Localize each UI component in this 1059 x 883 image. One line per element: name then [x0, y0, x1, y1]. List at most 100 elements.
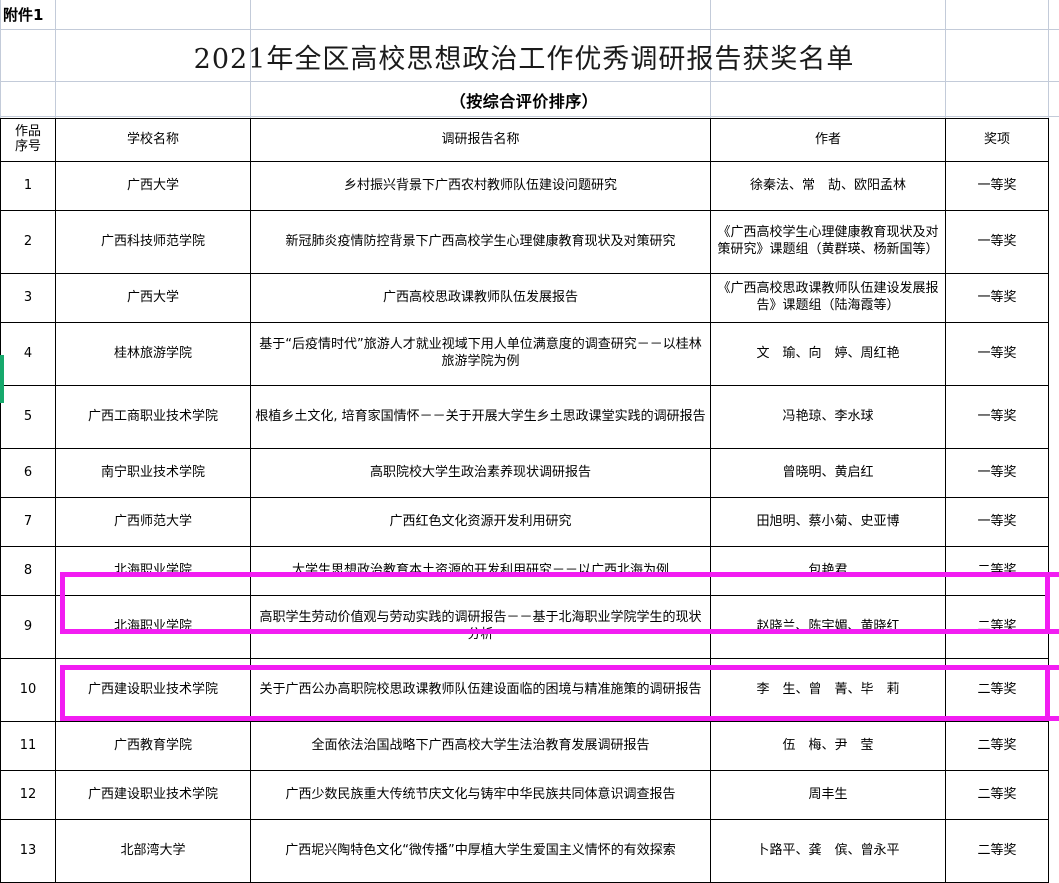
highlight-edge-row-12-top — [1045, 665, 1059, 670]
highlight-edge-row-12-bottom — [1045, 716, 1059, 721]
cell-report: 新冠肺炎疫情防控背景下广西高校学生心理健康教育现状及对策研究 — [250, 210, 711, 274]
active-cell-accent — [0, 355, 4, 403]
cell-no: 10 — [0, 658, 56, 722]
cell-author: 李 生、曾 菁、毕 莉 — [710, 658, 946, 722]
cell-school: 广西建设职业技术学院 — [55, 770, 251, 820]
cell-no: 8 — [0, 546, 56, 596]
cell-author: 冯艳琼、李水球 — [710, 385, 946, 449]
cell-report: 广西红色文化资源开发利用研究 — [250, 497, 711, 547]
cell-award: 一等奖 — [945, 161, 1049, 211]
cell-school: 北海职业学院 — [55, 546, 251, 596]
table-row: 13 北部湾大学 广西坭兴陶特色文化“微传播”中厚植大学生爱国主义情怀的有效探索 卜路… — [0, 819, 1049, 883]
cell-school: 广西工商职业技术学院 — [55, 385, 251, 449]
cell-no: 1 — [0, 161, 56, 211]
cell-no: 6 — [0, 448, 56, 498]
cell-no: 4 — [0, 322, 56, 386]
cell-no: 12 — [0, 770, 56, 820]
cell-no: 11 — [0, 721, 56, 771]
column-header-no-line1: 作品 — [14, 124, 41, 140]
award-list-table: 作品 序号 学校名称 调研报告名称 作者 奖项 1 广西大学 乡村振兴背景下广西农村… — [0, 118, 1049, 883]
table-row: 10 广西建设职业技术学院 关于广西公办高职院校思政课教师队伍建设面临的困境与精准施… — [0, 658, 1049, 722]
page-title: 2021年全区高校思想政治工作优秀调研报告获奖名单 — [193, 43, 855, 75]
table-row: 1 广西大学 乡村振兴背景下广西农村教师队伍建设问题研究 徐秦法、常 劼、欧阳孟林 一等… — [0, 161, 1049, 211]
cell-award: 一等奖 — [945, 210, 1049, 274]
cell-award: 二等奖 — [945, 819, 1049, 883]
cell-author: 文 瑜、向 婷、周红艳 — [710, 322, 946, 386]
cell-no: 9 — [0, 595, 56, 659]
cell-school: 桂林旅游学院 — [55, 322, 251, 386]
page-subtitle: （按综合评价排序） — [449, 91, 599, 111]
cell-author: 伍 梅、尹 莹 — [710, 721, 946, 771]
table-row: 11 广西教育学院 全面依法治国战略下广西高校大学生法治教育发展调研报告伍 梅、尹 … — [0, 721, 1049, 771]
cell-award: 一等奖 — [945, 385, 1049, 449]
cell-school: 南宁职业技术学院 — [55, 448, 251, 498]
column-header-award: 奖项 — [945, 118, 1049, 162]
highlight-edge-row-10-bottom — [1045, 629, 1059, 634]
cell-award: 二等奖 — [945, 721, 1049, 771]
cell-award: 二等奖 — [945, 658, 1049, 722]
cell-award: 一等奖 — [945, 497, 1049, 547]
gridline-horizontal — [0, 116, 1059, 117]
column-header-author: 作者 — [710, 118, 946, 162]
column-header-report: 调研报告名称 — [250, 118, 711, 162]
cell-school: 广西大学 — [55, 273, 251, 323]
table-header-row: 作品 序号 学校名称 调研报告名称 作者 奖项 — [0, 118, 1049, 162]
cell-author: 徐秦法、常 劼、欧阳孟林 — [710, 161, 946, 211]
cell-award: 二等奖 — [945, 546, 1049, 596]
cell-no: 5 — [0, 385, 56, 449]
cell-author: 田旭明、蔡小菊、史亚博 — [710, 497, 946, 547]
cell-no: 13 — [0, 819, 56, 883]
table-row: 3 广西大学 广西高校思政课教师队伍发展报告 《广西高校思政课教师队伍建设发展报告》课… — [0, 273, 1049, 323]
cell-report: 乡村振兴背景下广西农村教师队伍建设问题研究 — [250, 161, 711, 211]
attachment-label: 附件1 — [3, 5, 44, 24]
cell-award: 一等奖 — [945, 322, 1049, 386]
cell-report: 高职学生劳动价值观与劳动实践的调研报告－－基于北海职业学院学生的现状分析 — [250, 595, 711, 659]
cell-report: 高职院校大学生政治素养现状调研报告 — [250, 448, 711, 498]
cell-no: 3 — [0, 273, 56, 323]
cell-report: 根植乡土文化, 培育家国情怀－－关于开展大学生乡土思政课堂实践的调研报告 — [250, 385, 711, 449]
table-row: 4 桂林旅游学院 基于“后疫情时代”旅游人才就业视域下用人单位满意度的调查研究－－以… — [0, 322, 1049, 386]
cell-report: 全面依法治国战略下广西高校大学生法治教育发展调研报告 — [250, 721, 711, 771]
gridline-horizontal — [0, 29, 1059, 30]
cell-award: 一等奖 — [945, 448, 1049, 498]
cell-author: 《广西高校学生心理健康教育现状及对策研究》课题组（黄群瑛、杨新国等） — [710, 210, 946, 274]
cell-report: 大学生思想政治教育本土资源的开发利用研究－－以广西北海为例 — [250, 546, 711, 596]
table-row: 8 北海职业学院 大学生思想政治教育本土资源的开发利用研究－－以广西北海为例 包艳君二… — [0, 546, 1049, 596]
cell-school: 北部湾大学 — [55, 819, 251, 883]
cell-award: 二等奖 — [945, 770, 1049, 820]
column-header-no-line2: 序号 — [14, 139, 41, 154]
cell-author: 包艳君 — [710, 546, 946, 596]
cell-school: 北海职业学院 — [55, 595, 251, 659]
column-header-no: 作品 序号 — [0, 118, 56, 162]
cell-school: 广西教育学院 — [55, 721, 251, 771]
table-row: 5 广西工商职业技术学院 根植乡土文化, 培育家国情怀－－关于开展大学生乡土思政课堂… — [0, 385, 1049, 449]
cell-report: 基于“后疫情时代”旅游人才就业视域下用人单位满意度的调查研究－－以桂林旅游学院为… — [250, 322, 711, 386]
cell-report: 广西坭兴陶特色文化“微传播”中厚植大学生爱国主义情怀的有效探索 — [250, 819, 711, 883]
cell-award: 二等奖 — [945, 595, 1049, 659]
cell-report: 广西高校思政课教师队伍发展报告 — [250, 273, 711, 323]
cell-report: 广西少数民族重大传统节庆文化与铸牢中华民族共同体意识调查报告 — [250, 770, 711, 820]
cell-author: 卜路平、龚 傧、曾永平 — [710, 819, 946, 883]
table-row: 7 广西师范大学 广西红色文化资源开发利用研究 田旭明、蔡小菊、史亚博 一等奖 — [0, 497, 1049, 547]
cell-school: 广西大学 — [55, 161, 251, 211]
cell-school: 广西建设职业技术学院 — [55, 658, 251, 722]
highlight-edge-row-10-top — [1045, 572, 1059, 577]
cell-school: 广西师范大学 — [55, 497, 251, 547]
cell-no: 7 — [0, 497, 56, 547]
cell-school: 广西科技师范学院 — [55, 210, 251, 274]
table-row: 2 广西科技师范学院 新冠肺炎疫情防控背景下广西高校学生心理健康教育现状及对策研究《… — [0, 210, 1049, 274]
table-row: 9 北海职业学院 高职学生劳动价值观与劳动实践的调研报告－－基于北海职业学院学生的现… — [0, 595, 1049, 659]
cell-author: 赵晓兰、陈宇媚、黄晓红 — [710, 595, 946, 659]
cell-author: 《广西高校思政课教师队伍建设发展报告》课题组（陆海霞等） — [710, 273, 946, 323]
cell-report: 关于广西公办高职院校思政课教师队伍建设面临的困境与精准施策的调研报告 — [250, 658, 711, 722]
cell-author: 曾晓明、黄启红 — [710, 448, 946, 498]
table-row: 12 广西建设职业技术学院 广西少数民族重大传统节庆文化与铸牢中华民族共同体意识调查… — [0, 770, 1049, 820]
cell-award: 一等奖 — [945, 273, 1049, 323]
gridline-horizontal — [0, 81, 1059, 82]
table-row: 6 南宁职业技术学院 高职院校大学生政治素养现状调研报告 曾晓明、黄启红 一等奖 — [0, 448, 1049, 498]
column-header-school: 学校名称 — [55, 118, 251, 162]
cell-no: 2 — [0, 210, 56, 274]
cell-author: 周丰生 — [710, 770, 946, 820]
attachment-label-row: 附件1 — [0, 0, 1059, 30]
